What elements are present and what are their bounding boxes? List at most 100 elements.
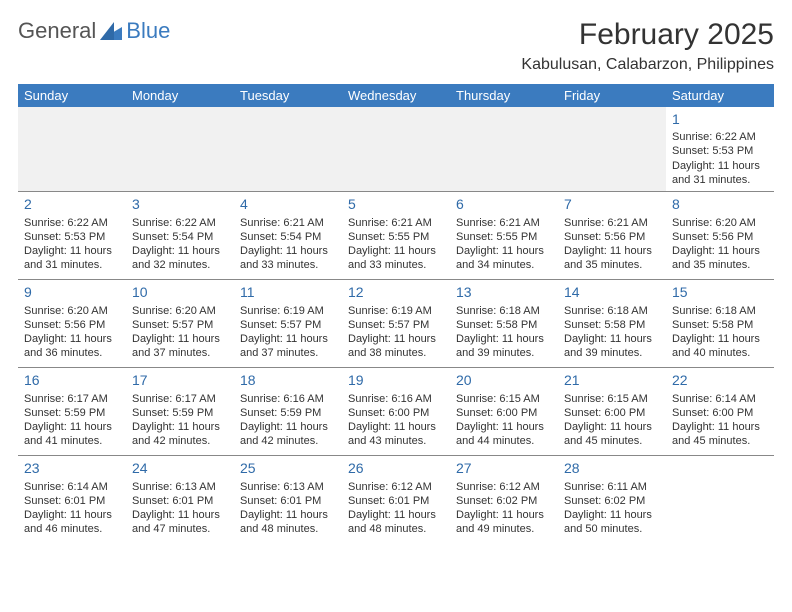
daylight-text: Daylight: 11 hours [564, 332, 660, 346]
daylight-text: Daylight: 11 hours [132, 508, 228, 522]
day-number: 9 [24, 283, 120, 301]
sunrise-text: Sunrise: 6:18 AM [564, 304, 660, 318]
calendar-cell [558, 107, 666, 192]
daylight-text: Daylight: 11 hours [132, 244, 228, 258]
sunrise-text: Sunrise: 6:12 AM [348, 480, 444, 494]
daylight-text: and 39 minutes. [456, 346, 552, 360]
daylight-text: and 35 minutes. [564, 258, 660, 272]
sunrise-text: Sunrise: 6:20 AM [24, 304, 120, 318]
sunrise-text: Sunrise: 6:17 AM [132, 392, 228, 406]
calendar-header-row: SundayMondayTuesdayWednesdayThursdayFrid… [18, 84, 774, 107]
month-title: February 2025 [521, 18, 774, 52]
calendar-cell: 27Sunrise: 6:12 AMSunset: 6:02 PMDayligh… [450, 456, 558, 544]
calendar-cell: 5Sunrise: 6:21 AMSunset: 5:55 PMDaylight… [342, 192, 450, 280]
daylight-text: Daylight: 11 hours [672, 420, 768, 434]
sunrise-text: Sunrise: 6:17 AM [24, 392, 120, 406]
calendar-cell: 16Sunrise: 6:17 AMSunset: 5:59 PMDayligh… [18, 368, 126, 456]
calendar-cell: 25Sunrise: 6:13 AMSunset: 6:01 PMDayligh… [234, 456, 342, 544]
sunrise-text: Sunrise: 6:22 AM [24, 216, 120, 230]
sunset-text: Sunset: 6:02 PM [564, 494, 660, 508]
calendar-week-row: 16Sunrise: 6:17 AMSunset: 5:59 PMDayligh… [18, 368, 774, 456]
sunrise-text: Sunrise: 6:21 AM [240, 216, 336, 230]
daylight-text: and 42 minutes. [240, 434, 336, 448]
calendar-cell: 26Sunrise: 6:12 AMSunset: 6:01 PMDayligh… [342, 456, 450, 544]
sunrise-text: Sunrise: 6:18 AM [456, 304, 552, 318]
daylight-text: and 48 minutes. [240, 522, 336, 536]
day-number: 17 [132, 371, 228, 389]
daylight-text: Daylight: 11 hours [132, 420, 228, 434]
day-number: 6 [456, 195, 552, 213]
sunrise-text: Sunrise: 6:14 AM [24, 480, 120, 494]
sunset-text: Sunset: 6:01 PM [348, 494, 444, 508]
day-header: Sunday [18, 84, 126, 107]
calendar-cell: 21Sunrise: 6:15 AMSunset: 6:00 PMDayligh… [558, 368, 666, 456]
day-number: 20 [456, 371, 552, 389]
sunrise-text: Sunrise: 6:16 AM [240, 392, 336, 406]
sunrise-text: Sunrise: 6:21 AM [564, 216, 660, 230]
day-number: 23 [24, 459, 120, 477]
brand-logo: General Blue [18, 18, 170, 44]
day-header: Friday [558, 84, 666, 107]
daylight-text: Daylight: 11 hours [240, 332, 336, 346]
day-number: 14 [564, 283, 660, 301]
daylight-text: Daylight: 11 hours [672, 244, 768, 258]
day-header: Tuesday [234, 84, 342, 107]
daylight-text: Daylight: 11 hours [24, 420, 120, 434]
daylight-text: Daylight: 11 hours [240, 420, 336, 434]
day-number: 19 [348, 371, 444, 389]
calendar-cell: 4Sunrise: 6:21 AMSunset: 5:54 PMDaylight… [234, 192, 342, 280]
daylight-text: and 33 minutes. [240, 258, 336, 272]
daylight-text: Daylight: 11 hours [240, 244, 336, 258]
daylight-text: Daylight: 11 hours [456, 332, 552, 346]
day-number: 22 [672, 371, 768, 389]
daylight-text: Daylight: 11 hours [564, 244, 660, 258]
day-number: 7 [564, 195, 660, 213]
location-subtitle: Kabulusan, Calabarzon, Philippines [521, 56, 774, 74]
daylight-text: and 33 minutes. [348, 258, 444, 272]
day-number: 25 [240, 459, 336, 477]
sunset-text: Sunset: 5:55 PM [456, 230, 552, 244]
calendar-cell [450, 107, 558, 192]
sunset-text: Sunset: 6:00 PM [456, 406, 552, 420]
daylight-text: Daylight: 11 hours [132, 332, 228, 346]
sunrise-text: Sunrise: 6:22 AM [672, 130, 768, 144]
header: General Blue February 2025 Kabulusan, Ca… [18, 18, 774, 74]
sunset-text: Sunset: 5:54 PM [240, 230, 336, 244]
sunset-text: Sunset: 5:53 PM [672, 144, 768, 158]
sunrise-text: Sunrise: 6:11 AM [564, 480, 660, 494]
sunset-text: Sunset: 5:56 PM [672, 230, 768, 244]
daylight-text: and 47 minutes. [132, 522, 228, 536]
sunset-text: Sunset: 6:00 PM [348, 406, 444, 420]
sunrise-text: Sunrise: 6:14 AM [672, 392, 768, 406]
day-number: 8 [672, 195, 768, 213]
calendar-cell: 18Sunrise: 6:16 AMSunset: 5:59 PMDayligh… [234, 368, 342, 456]
sunrise-text: Sunrise: 6:13 AM [132, 480, 228, 494]
sunset-text: Sunset: 5:59 PM [24, 406, 120, 420]
sunset-text: Sunset: 5:59 PM [132, 406, 228, 420]
daylight-text: and 36 minutes. [24, 346, 120, 360]
day-header: Wednesday [342, 84, 450, 107]
calendar-week-row: 23Sunrise: 6:14 AMSunset: 6:01 PMDayligh… [18, 456, 774, 544]
day-number: 2 [24, 195, 120, 213]
calendar-week-row: 2Sunrise: 6:22 AMSunset: 5:53 PMDaylight… [18, 192, 774, 280]
daylight-text: and 39 minutes. [564, 346, 660, 360]
sunset-text: Sunset: 6:00 PM [672, 406, 768, 420]
calendar-cell: 8Sunrise: 6:20 AMSunset: 5:56 PMDaylight… [666, 192, 774, 280]
sunrise-text: Sunrise: 6:12 AM [456, 480, 552, 494]
day-number: 12 [348, 283, 444, 301]
daylight-text: Daylight: 11 hours [672, 159, 768, 173]
calendar-cell: 23Sunrise: 6:14 AMSunset: 6:01 PMDayligh… [18, 456, 126, 544]
day-number: 15 [672, 283, 768, 301]
day-number: 1 [672, 110, 768, 128]
sunrise-text: Sunrise: 6:13 AM [240, 480, 336, 494]
calendar-cell: 19Sunrise: 6:16 AMSunset: 6:00 PMDayligh… [342, 368, 450, 456]
daylight-text: Daylight: 11 hours [24, 332, 120, 346]
daylight-text: and 49 minutes. [456, 522, 552, 536]
day-number: 18 [240, 371, 336, 389]
calendar-cell: 6Sunrise: 6:21 AMSunset: 5:55 PMDaylight… [450, 192, 558, 280]
daylight-text: Daylight: 11 hours [240, 508, 336, 522]
daylight-text: Daylight: 11 hours [456, 508, 552, 522]
daylight-text: Daylight: 11 hours [456, 420, 552, 434]
brand-text-general: General [18, 18, 96, 44]
sunset-text: Sunset: 6:01 PM [24, 494, 120, 508]
